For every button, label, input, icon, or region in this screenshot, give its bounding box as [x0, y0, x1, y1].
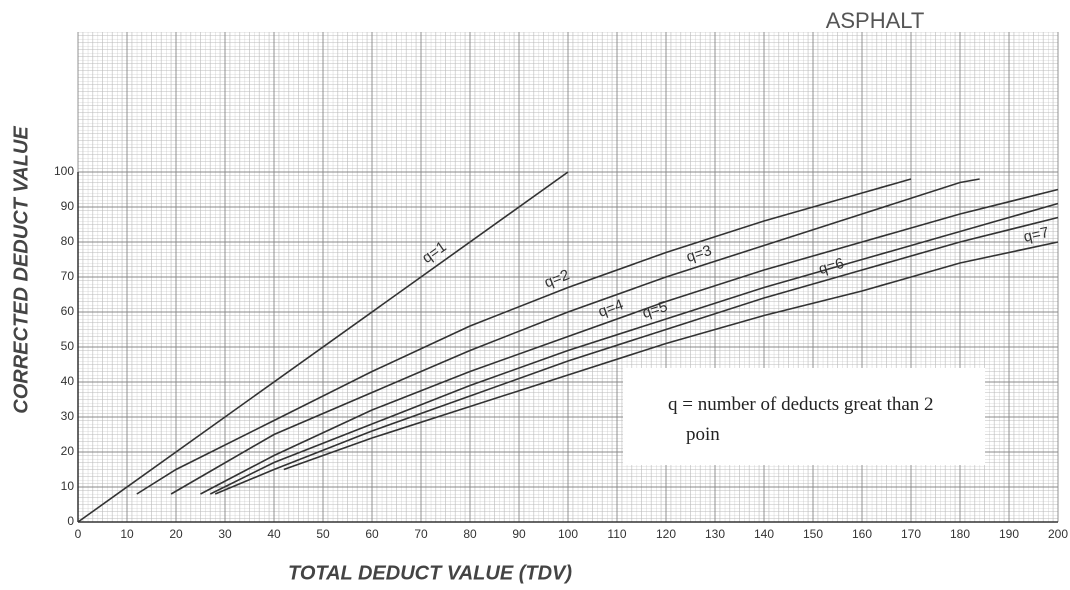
- x-tick-label: 60: [365, 527, 379, 541]
- y-tick-label: 30: [61, 409, 75, 423]
- curve: [170, 178, 980, 495]
- x-tick-label: 150: [803, 527, 823, 541]
- x-tick-label: 0: [75, 527, 82, 541]
- x-tick-label: 90: [512, 527, 526, 541]
- x-tick-label: 140: [754, 527, 774, 541]
- curve: [136, 178, 912, 495]
- y-axis-title: CORRECTED DEDUCT VALUE: [10, 126, 32, 414]
- curve: [209, 202, 1059, 495]
- x-tick-label: 180: [950, 527, 970, 541]
- y-tick-label: 40: [61, 374, 75, 388]
- x-tick-label: 110: [607, 527, 626, 541]
- x-tick-label: 10: [120, 527, 134, 541]
- x-tick-label: 190: [999, 527, 1019, 541]
- x-tick-label: 130: [705, 527, 725, 541]
- legend-label: q=5: [640, 298, 669, 322]
- x-tick-label: 160: [852, 527, 872, 541]
- legend-label: q=3: [684, 242, 713, 266]
- x-tick-label: 50: [316, 527, 330, 541]
- y-tick-label: 10: [61, 479, 75, 493]
- x-tick-label: 30: [218, 527, 232, 541]
- curve: [77, 171, 569, 523]
- legend-label: q=7: [1022, 224, 1050, 246]
- y-tick-label: 50: [61, 339, 75, 353]
- x-tick-label: 20: [169, 527, 183, 541]
- x-tick-label: 40: [267, 527, 281, 541]
- y-tick-label: 20: [61, 444, 75, 458]
- chart-title: ASPHALT: [826, 8, 925, 33]
- y-tick-label: 100: [54, 164, 74, 178]
- legend-label: q=6: [817, 255, 846, 278]
- curve: [283, 241, 1059, 471]
- y-tick-label: 70: [61, 269, 75, 283]
- annotation-box: q = number of deducts great than 2 poin: [623, 368, 985, 465]
- y-tick-label: 60: [61, 304, 75, 318]
- curve: [214, 216, 1059, 495]
- x-tick-label: 100: [558, 527, 578, 541]
- y-tick-label: 0: [67, 514, 74, 528]
- y-tick-label: 80: [61, 234, 75, 248]
- x-tick-label: 70: [414, 527, 428, 541]
- y-tick-label: 90: [61, 199, 75, 213]
- annotation: q = number of deducts great than 2 poin: [668, 394, 934, 445]
- x-tick-label: 120: [656, 527, 676, 541]
- curve: [200, 188, 1059, 495]
- x-tick-label: 80: [463, 527, 477, 541]
- x-axis-title: TOTAL DEDUCT VALUE (TDV): [288, 562, 572, 584]
- x-tick-label: 170: [901, 527, 921, 541]
- x-tick-label: 200: [1048, 527, 1068, 541]
